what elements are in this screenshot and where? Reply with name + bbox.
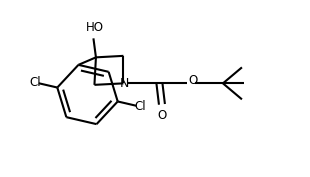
Text: Cl: Cl	[134, 100, 146, 113]
Text: N: N	[120, 77, 129, 90]
Text: Cl: Cl	[29, 76, 41, 89]
Text: HO: HO	[86, 21, 104, 34]
Text: O: O	[188, 74, 198, 87]
Text: O: O	[157, 109, 166, 122]
